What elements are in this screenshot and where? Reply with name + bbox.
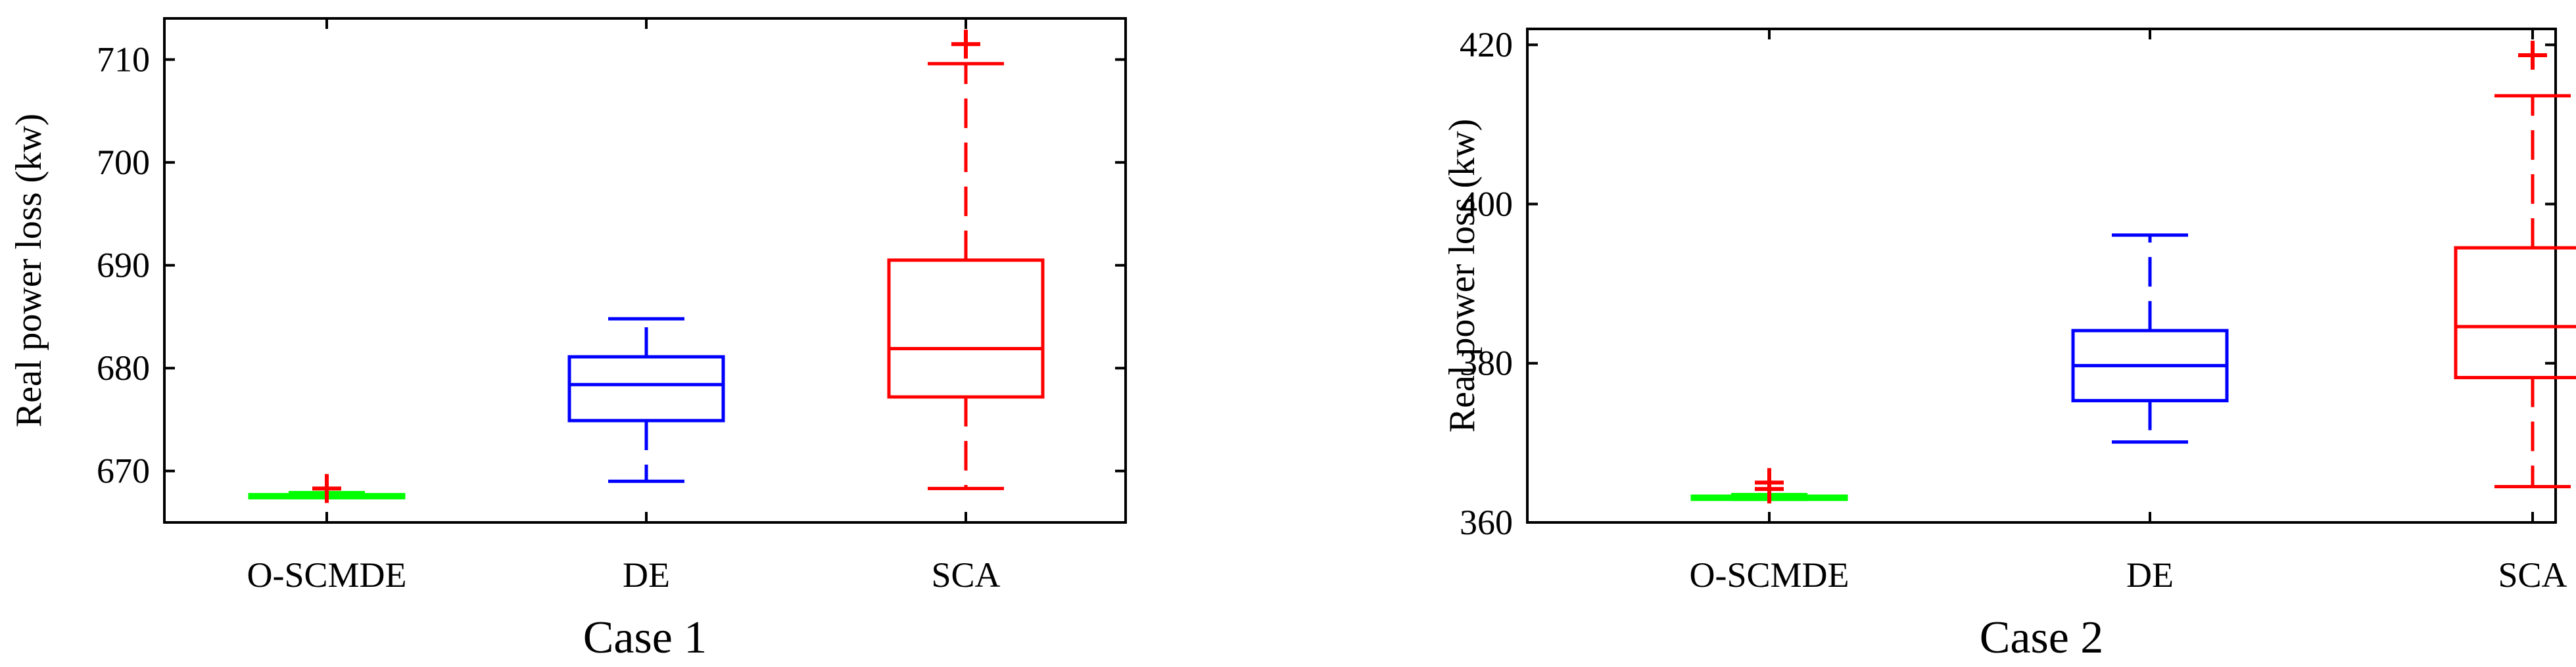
y-axis-label: Real power loss (kw) (9, 114, 49, 427)
plot-frame (1526, 28, 2557, 524)
x-tick-label: DE (2126, 555, 2174, 595)
y-axis-label: Real power loss (kw) (1442, 119, 1483, 432)
y-tick-label: 680 (97, 348, 150, 388)
x-tick-label: O-SCMDE (1689, 555, 1849, 595)
outlier-marker (2518, 40, 2547, 70)
x-tick-label: O-SCMDE (247, 555, 406, 595)
y-tick-label: 710 (97, 40, 150, 80)
x-tick-label: DE (623, 555, 670, 595)
y-tick-label: 380 (1460, 344, 1513, 383)
y-tick-label: 690 (97, 246, 150, 285)
y-tick-label: 360 (1460, 503, 1513, 542)
iqr-box (2454, 246, 2576, 380)
outlier-marker (1755, 468, 1784, 497)
chart-title: Case 1 (583, 612, 707, 663)
y-tick-label: 420 (1460, 25, 1513, 64)
outlier-marker (312, 474, 341, 503)
x-tick-label: SCA (2498, 555, 2567, 595)
iqr-box (567, 355, 725, 423)
outlier-marker (951, 30, 980, 59)
y-tick-label: 400 (1460, 184, 1513, 223)
chart-panel-case-2: 360 380 400 420 O-SCMDE DE SCA Real power loss … (1442, 25, 2576, 663)
x-tick-label: SCA (931, 555, 1000, 595)
iqr-box (887, 258, 1045, 399)
y-tick-label: 670 (97, 451, 150, 491)
y-tick-label: 700 (97, 143, 150, 182)
chart-title: Case 2 (1980, 612, 2104, 663)
chart-panel-case-1: 670 680 690 700 710 O-SCMDE DE SCA Real power lo… (9, 17, 1127, 663)
